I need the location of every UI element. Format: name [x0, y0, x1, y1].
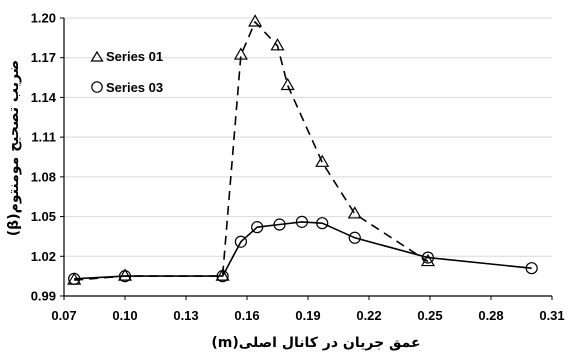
y-tick-label: 1.05	[31, 209, 56, 224]
legend-label-series-03: Series 03	[106, 80, 163, 95]
tick-labels: 0.99 1.02 1.05 1.08 1.11 1.14 1.17 1.20 0.07 0.10…	[31, 11, 565, 324]
x-tick-label: 0.13	[173, 308, 198, 323]
x-tick-label: 0.10	[112, 308, 137, 323]
legend-item-series-01: Series 01	[90, 49, 163, 64]
circle-marker	[118, 270, 132, 283]
y-axis-title: ضریب تصحیح مومنتوم(β)	[6, 60, 22, 236]
circle-marker	[68, 272, 81, 285]
triangle-marker	[248, 14, 263, 27]
triangle-marker	[270, 38, 285, 51]
x-tick-label: 0.25	[417, 308, 442, 323]
legend-circle-marker	[91, 81, 103, 93]
triangle-marker	[280, 77, 295, 91]
x-tick-label: 0.19	[295, 308, 320, 323]
x-tick-label: 0.16	[234, 308, 259, 323]
y-tick-label: 1.08	[31, 169, 56, 184]
series-layer	[67, 14, 538, 285]
circle-marker	[421, 251, 435, 264]
axes	[60, 17, 553, 300]
y-tick-label: 1.02	[31, 249, 56, 264]
triangle-marker	[215, 268, 230, 281]
circle-marker	[251, 221, 264, 234]
triangle-marker	[117, 268, 133, 281]
triangle-marker	[315, 154, 330, 167]
y-tick-label: 1.14	[31, 90, 57, 105]
y-tick-label: 1.20	[31, 11, 56, 26]
x-tick-label: 0.28	[478, 308, 503, 323]
y-tick-label: 0.99	[31, 289, 56, 304]
circle-marker	[316, 217, 329, 230]
legend-triangle-marker	[90, 50, 104, 62]
triangle-marker	[233, 47, 248, 60]
circle-marker	[295, 215, 308, 228]
x-tick-label: 0.07	[51, 308, 76, 323]
x-axis-title: عمق جریان در کانال اصلی(m)	[211, 335, 420, 351]
series-line-series-01	[74, 20, 429, 281]
x-tick-label: 0.22	[356, 308, 381, 323]
series-line-series-03	[74, 221, 532, 280]
circle-marker	[234, 235, 247, 248]
circle-marker	[348, 231, 361, 244]
triangle-marker	[347, 206, 362, 219]
y-tick-label: 1.17	[31, 50, 56, 65]
triangle-marker	[420, 253, 436, 267]
circle-marker	[525, 262, 538, 275]
legend: Series 01 Series 03	[90, 49, 163, 95]
circle-marker	[216, 270, 229, 283]
x-tick-label: 0.31	[539, 308, 564, 323]
y-tick-label: 1.11	[31, 130, 56, 145]
grid-lines	[64, 17, 552, 257]
circle-marker	[273, 218, 286, 231]
legend-label-series-01: Series 01	[106, 49, 163, 64]
legend-item-series-03: Series 03	[91, 80, 163, 95]
